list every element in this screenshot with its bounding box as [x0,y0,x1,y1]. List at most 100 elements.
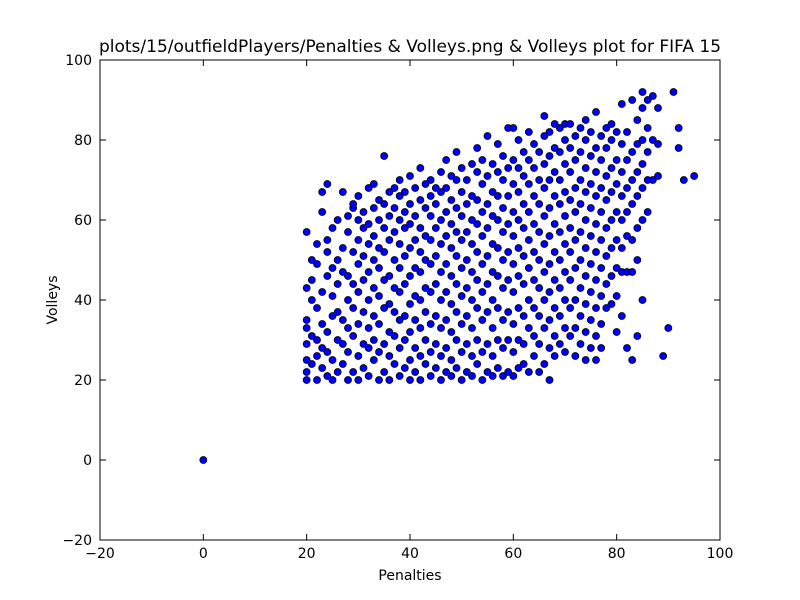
scatter-point [431,340,440,348]
scatter-point [375,216,383,224]
scatter-point [452,336,461,344]
scatter-point [483,200,492,208]
scatter-point [504,276,513,284]
scatter-point [514,364,523,372]
scatter-point [597,156,606,164]
scatter-point [643,208,652,216]
scatter-point [354,260,363,268]
scatter-point [674,124,683,132]
scatter-point [550,220,559,228]
scatter-point [442,288,451,296]
scatter-point [385,300,394,308]
scatter-point [349,280,358,288]
scatter-point [648,176,657,184]
scatter-point [437,376,445,384]
scatter-point [540,160,549,168]
y-tick-label: 100 [65,53,92,69]
scatter-point [597,184,606,192]
scatter-point [530,304,538,312]
scatter-point [437,168,445,176]
scatter-point [302,376,311,384]
scatter-point [416,296,425,304]
scatter-point [323,248,332,256]
scatter-point [406,356,414,364]
scatter-point [499,372,507,380]
scatter-point [555,284,564,292]
scatter-point [612,208,621,216]
scatter-point [473,220,482,228]
scatter-point [566,196,575,204]
scatter-point [493,216,502,224]
scatter-point [416,352,425,360]
scatter-point [349,332,358,340]
scatter-point [555,124,564,132]
scatter-point [493,140,502,148]
scatter-point [442,368,451,376]
scatter-point [369,256,378,264]
scatter-point [499,256,507,264]
scatter-point [488,160,497,168]
scatter-point [504,368,513,376]
scatter-point [581,116,590,124]
scatter-point [524,156,533,164]
scatter-point [468,372,476,380]
scatter-point [545,232,554,240]
scatter-point [514,304,523,312]
scatter-point [344,212,352,220]
scatter-point [338,316,347,324]
scatter-point [406,200,414,208]
scatter-point [369,336,378,344]
scatter-point [478,348,487,356]
scatter-point [633,168,642,176]
scatter-point [390,332,399,340]
scatter-point [395,240,404,248]
scatter-point [344,324,352,332]
scatter-point [313,336,321,344]
scatter-point [535,148,544,156]
scatter-point [597,132,606,140]
scatter-point [478,260,487,268]
scatter-point [411,212,420,220]
scatter-point [468,324,476,332]
x-tick-label: −20 [85,546,115,562]
scatter-point [411,316,420,324]
scatter-point [333,256,342,264]
scatter-point [586,344,595,352]
scatter-point [359,308,368,316]
scatter-point [504,192,513,200]
scatter-point [406,220,414,228]
scatter-point [307,360,316,368]
scatter-point [307,296,316,304]
scatter-point [344,376,352,384]
scatter-point [375,320,383,328]
scatter-point [483,132,492,140]
scatter-point [493,244,502,252]
scatter-point [545,260,554,268]
scatter-point [597,208,606,216]
scatter-point [395,344,404,352]
scatter-point [318,364,327,372]
scatter-point [571,132,580,140]
scatter-point [426,176,435,184]
scatter-point [509,232,518,240]
scatter-point [592,332,600,340]
scatter-point [638,88,647,96]
scatter-point [545,344,554,352]
scatter-point [462,200,471,208]
scatter-point [493,272,502,280]
scatter-point [380,368,389,376]
scatter-point [561,268,569,276]
scatter-point [504,248,513,256]
scatter-point [421,232,430,240]
scatter-point [406,272,414,280]
scatter-point [524,180,533,188]
scatter-point [354,288,363,296]
scatter-point [555,312,564,320]
scatter-point [581,244,590,252]
scatter-point [442,232,451,240]
scatter-point [426,236,435,244]
scatter-point [612,156,621,164]
scatter-point [612,292,621,300]
scatter-point [457,292,466,300]
